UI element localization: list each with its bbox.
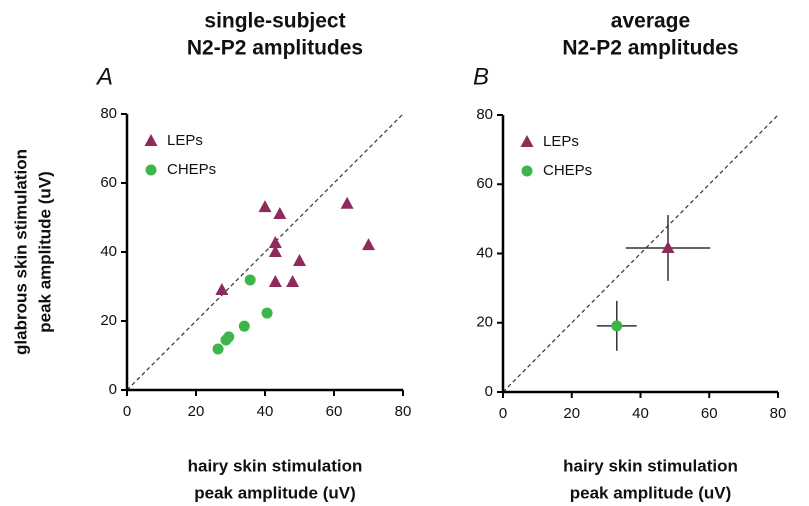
chart-title: average — [611, 10, 690, 33]
y-tick-label: 80 — [476, 106, 493, 123]
legend-marker — [520, 135, 534, 147]
point — [220, 334, 232, 346]
point — [661, 240, 675, 253]
legend-label: CHEPs — [543, 162, 592, 179]
point — [244, 274, 256, 286]
chart-title: single-subject — [204, 10, 345, 33]
legend-marker — [521, 165, 533, 177]
point — [293, 253, 306, 266]
point — [268, 275, 282, 288]
x-axis-label: hairy skin stimulation — [188, 456, 363, 475]
legend-marker — [145, 164, 157, 176]
identity-line — [126, 113, 404, 391]
y-tick-label: 60 — [100, 174, 117, 191]
point — [261, 307, 273, 319]
identity-line — [502, 114, 779, 393]
point — [238, 320, 250, 332]
y-axis-label: peak amplitude (uV) — [35, 171, 54, 333]
y-tick-label: 60 — [476, 175, 493, 192]
point — [258, 200, 272, 213]
y-tick-label: 40 — [100, 243, 117, 260]
point — [215, 282, 229, 295]
point — [611, 320, 623, 332]
x-axis-label: peak amplitude (uV) — [570, 483, 732, 502]
y-tick-label: 20 — [100, 312, 117, 329]
panel-label: A — [95, 63, 113, 90]
point — [340, 196, 354, 209]
x-tick-label: 0 — [123, 403, 131, 420]
x-axis-label: hairy skin stimulation — [563, 456, 738, 475]
x-tick-label: 40 — [632, 405, 649, 422]
x-tick-label: 40 — [257, 403, 274, 420]
point — [212, 343, 224, 355]
y-tick-label: 0 — [109, 381, 117, 398]
point — [273, 207, 287, 220]
point — [268, 236, 282, 249]
x-tick-label: 20 — [188, 403, 205, 420]
x-tick-label: 0 — [499, 405, 507, 422]
y-tick-label: 0 — [485, 383, 493, 400]
panel-label: B — [473, 63, 489, 90]
chart-title: N2-P2 amplitudes — [562, 37, 738, 60]
legend-label: LEPs — [543, 133, 579, 150]
y-tick-label: 80 — [100, 105, 117, 122]
y-tick-label: 40 — [476, 244, 493, 261]
y-tick-label: 20 — [476, 314, 493, 331]
y-axis-label: glabrous skin stimulation — [11, 149, 30, 355]
x-tick-label: 20 — [563, 405, 580, 422]
x-tick-label: 60 — [701, 405, 718, 422]
legend-label: CHEPs — [167, 161, 216, 178]
legend-label: LEPs — [167, 132, 203, 149]
point — [362, 238, 375, 251]
x-tick-label: 80 — [770, 405, 787, 422]
point — [286, 275, 300, 288]
point — [268, 245, 282, 257]
legend-marker — [144, 134, 158, 146]
chart-title: N2-P2 amplitudes — [187, 37, 363, 60]
x-axis-label: peak amplitude (uV) — [194, 483, 356, 502]
x-tick-label: 80 — [395, 403, 412, 420]
x-tick-label: 60 — [326, 403, 343, 420]
